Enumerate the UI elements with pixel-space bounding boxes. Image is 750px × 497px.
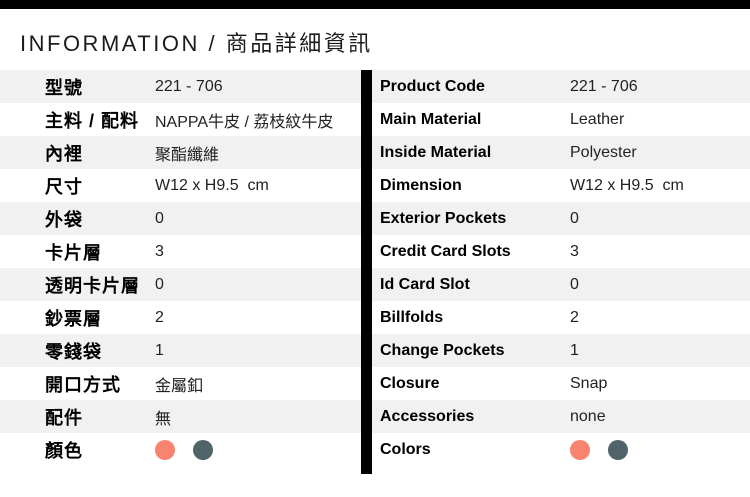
color-swatch — [155, 439, 175, 460]
row-value: 3 — [570, 242, 579, 260]
row-label: Id Card Slot — [380, 275, 470, 293]
row-value: 0 — [155, 275, 164, 293]
row-label: 配件 — [45, 407, 83, 428]
row-label: Product Code — [380, 77, 485, 95]
spec-table-chinese: 型號 221 - 706 主料 / 配料 NAPPA牛皮 / 荔枝紋牛皮 內裡 … — [0, 70, 361, 466]
table-row: 鈔票層 2 — [0, 301, 361, 334]
row-value: 1 — [570, 341, 579, 359]
row-label: Accessories — [380, 407, 475, 425]
row-label: 內裡 — [45, 143, 83, 164]
row-value: 無 — [155, 410, 172, 428]
row-label: 開口方式 — [45, 374, 121, 395]
table-row: 零錢袋 1 — [0, 334, 361, 367]
row-label: 外袋 — [45, 209, 83, 230]
row-value: none — [570, 407, 606, 425]
color-swatch — [570, 439, 590, 460]
table-row: Accessories none — [372, 400, 750, 433]
table-row: 顏色 — [0, 433, 361, 466]
color-swatches — [155, 439, 213, 460]
row-label: 主料 / 配料 — [45, 110, 140, 131]
vertical-divider — [361, 70, 372, 474]
row-label: Colors — [380, 440, 431, 458]
row-value: Leather — [570, 110, 625, 128]
table-row: 卡片層 3 — [0, 235, 361, 268]
row-value: W12 x H9.5 cm — [155, 176, 269, 194]
row-label: Exterior Pockets — [380, 209, 507, 227]
table-row: 主料 / 配料 NAPPA牛皮 / 荔枝紋牛皮 — [0, 103, 361, 136]
row-label: Change Pockets — [380, 341, 505, 359]
table-row: Inside Material Polyester — [372, 136, 750, 169]
row-label: 卡片層 — [45, 242, 102, 263]
row-value: 金屬釦 — [155, 377, 204, 395]
row-value: 1 — [155, 341, 164, 359]
color-swatch — [193, 439, 213, 460]
table-row: Colors — [372, 433, 750, 466]
row-label: 尺寸 — [45, 176, 83, 197]
table-row: Exterior Pockets 0 — [372, 202, 750, 235]
row-label: Dimension — [380, 176, 462, 194]
row-value: 2 — [155, 308, 164, 326]
color-swatches — [570, 439, 628, 460]
row-value: 0 — [570, 275, 579, 293]
page-title: INFORMATION / 商品詳細資訊 — [20, 31, 373, 56]
row-label: Inside Material — [380, 143, 492, 161]
row-value: 0 — [570, 209, 579, 227]
table-row: 內裡 聚酯纖維 — [0, 136, 361, 169]
row-value: 3 — [155, 242, 164, 260]
spec-table-english: Product Code 221 - 706 Main Material Lea… — [372, 70, 750, 466]
table-row: Credit Card Slots 3 — [372, 235, 750, 268]
table-row: Product Code 221 - 706 — [372, 70, 750, 103]
row-value: Polyester — [570, 143, 637, 161]
row-label: Billfolds — [380, 308, 444, 326]
row-label: Closure — [380, 374, 440, 392]
table-row: Billfolds 2 — [372, 301, 750, 334]
row-value: 221 - 706 — [155, 77, 223, 95]
row-value: W12 x H9.5 cm — [570, 176, 684, 194]
color-swatch — [608, 439, 628, 460]
row-value: 221 - 706 — [570, 77, 638, 95]
table-row: 尺寸 W12 x H9.5 cm — [0, 169, 361, 202]
row-value: 聚酯纖維 — [155, 146, 220, 164]
row-label: Main Material — [380, 110, 482, 128]
row-value: NAPPA牛皮 / 荔枝紋牛皮 — [155, 113, 334, 131]
product-info-table: 型號 221 - 706 主料 / 配料 NAPPA牛皮 / 荔枝紋牛皮 內裡 … — [0, 70, 750, 474]
row-label: 零錢袋 — [45, 341, 102, 362]
row-value: Snap — [570, 374, 608, 392]
table-row: 開口方式 金屬釦 — [0, 367, 361, 400]
table-row: Dimension W12 x H9.5 cm — [372, 169, 750, 202]
table-row: 配件 無 — [0, 400, 361, 433]
table-row: 透明卡片層 0 — [0, 268, 361, 301]
row-value: 2 — [570, 308, 579, 326]
row-label: 鈔票層 — [45, 308, 102, 329]
row-label: 透明卡片層 — [45, 275, 140, 296]
row-value: 0 — [155, 209, 164, 227]
table-row: Change Pockets 1 — [372, 334, 750, 367]
table-row: 型號 221 - 706 — [0, 70, 361, 103]
table-row: Closure Snap — [372, 367, 750, 400]
row-label: 顏色 — [45, 440, 83, 461]
table-row: Main Material Leather — [372, 103, 750, 136]
table-row: Id Card Slot 0 — [372, 268, 750, 301]
row-label: Credit Card Slots — [380, 242, 511, 260]
row-label: 型號 — [45, 77, 83, 98]
top-black-bar — [0, 0, 750, 9]
table-row: 外袋 0 — [0, 202, 361, 235]
